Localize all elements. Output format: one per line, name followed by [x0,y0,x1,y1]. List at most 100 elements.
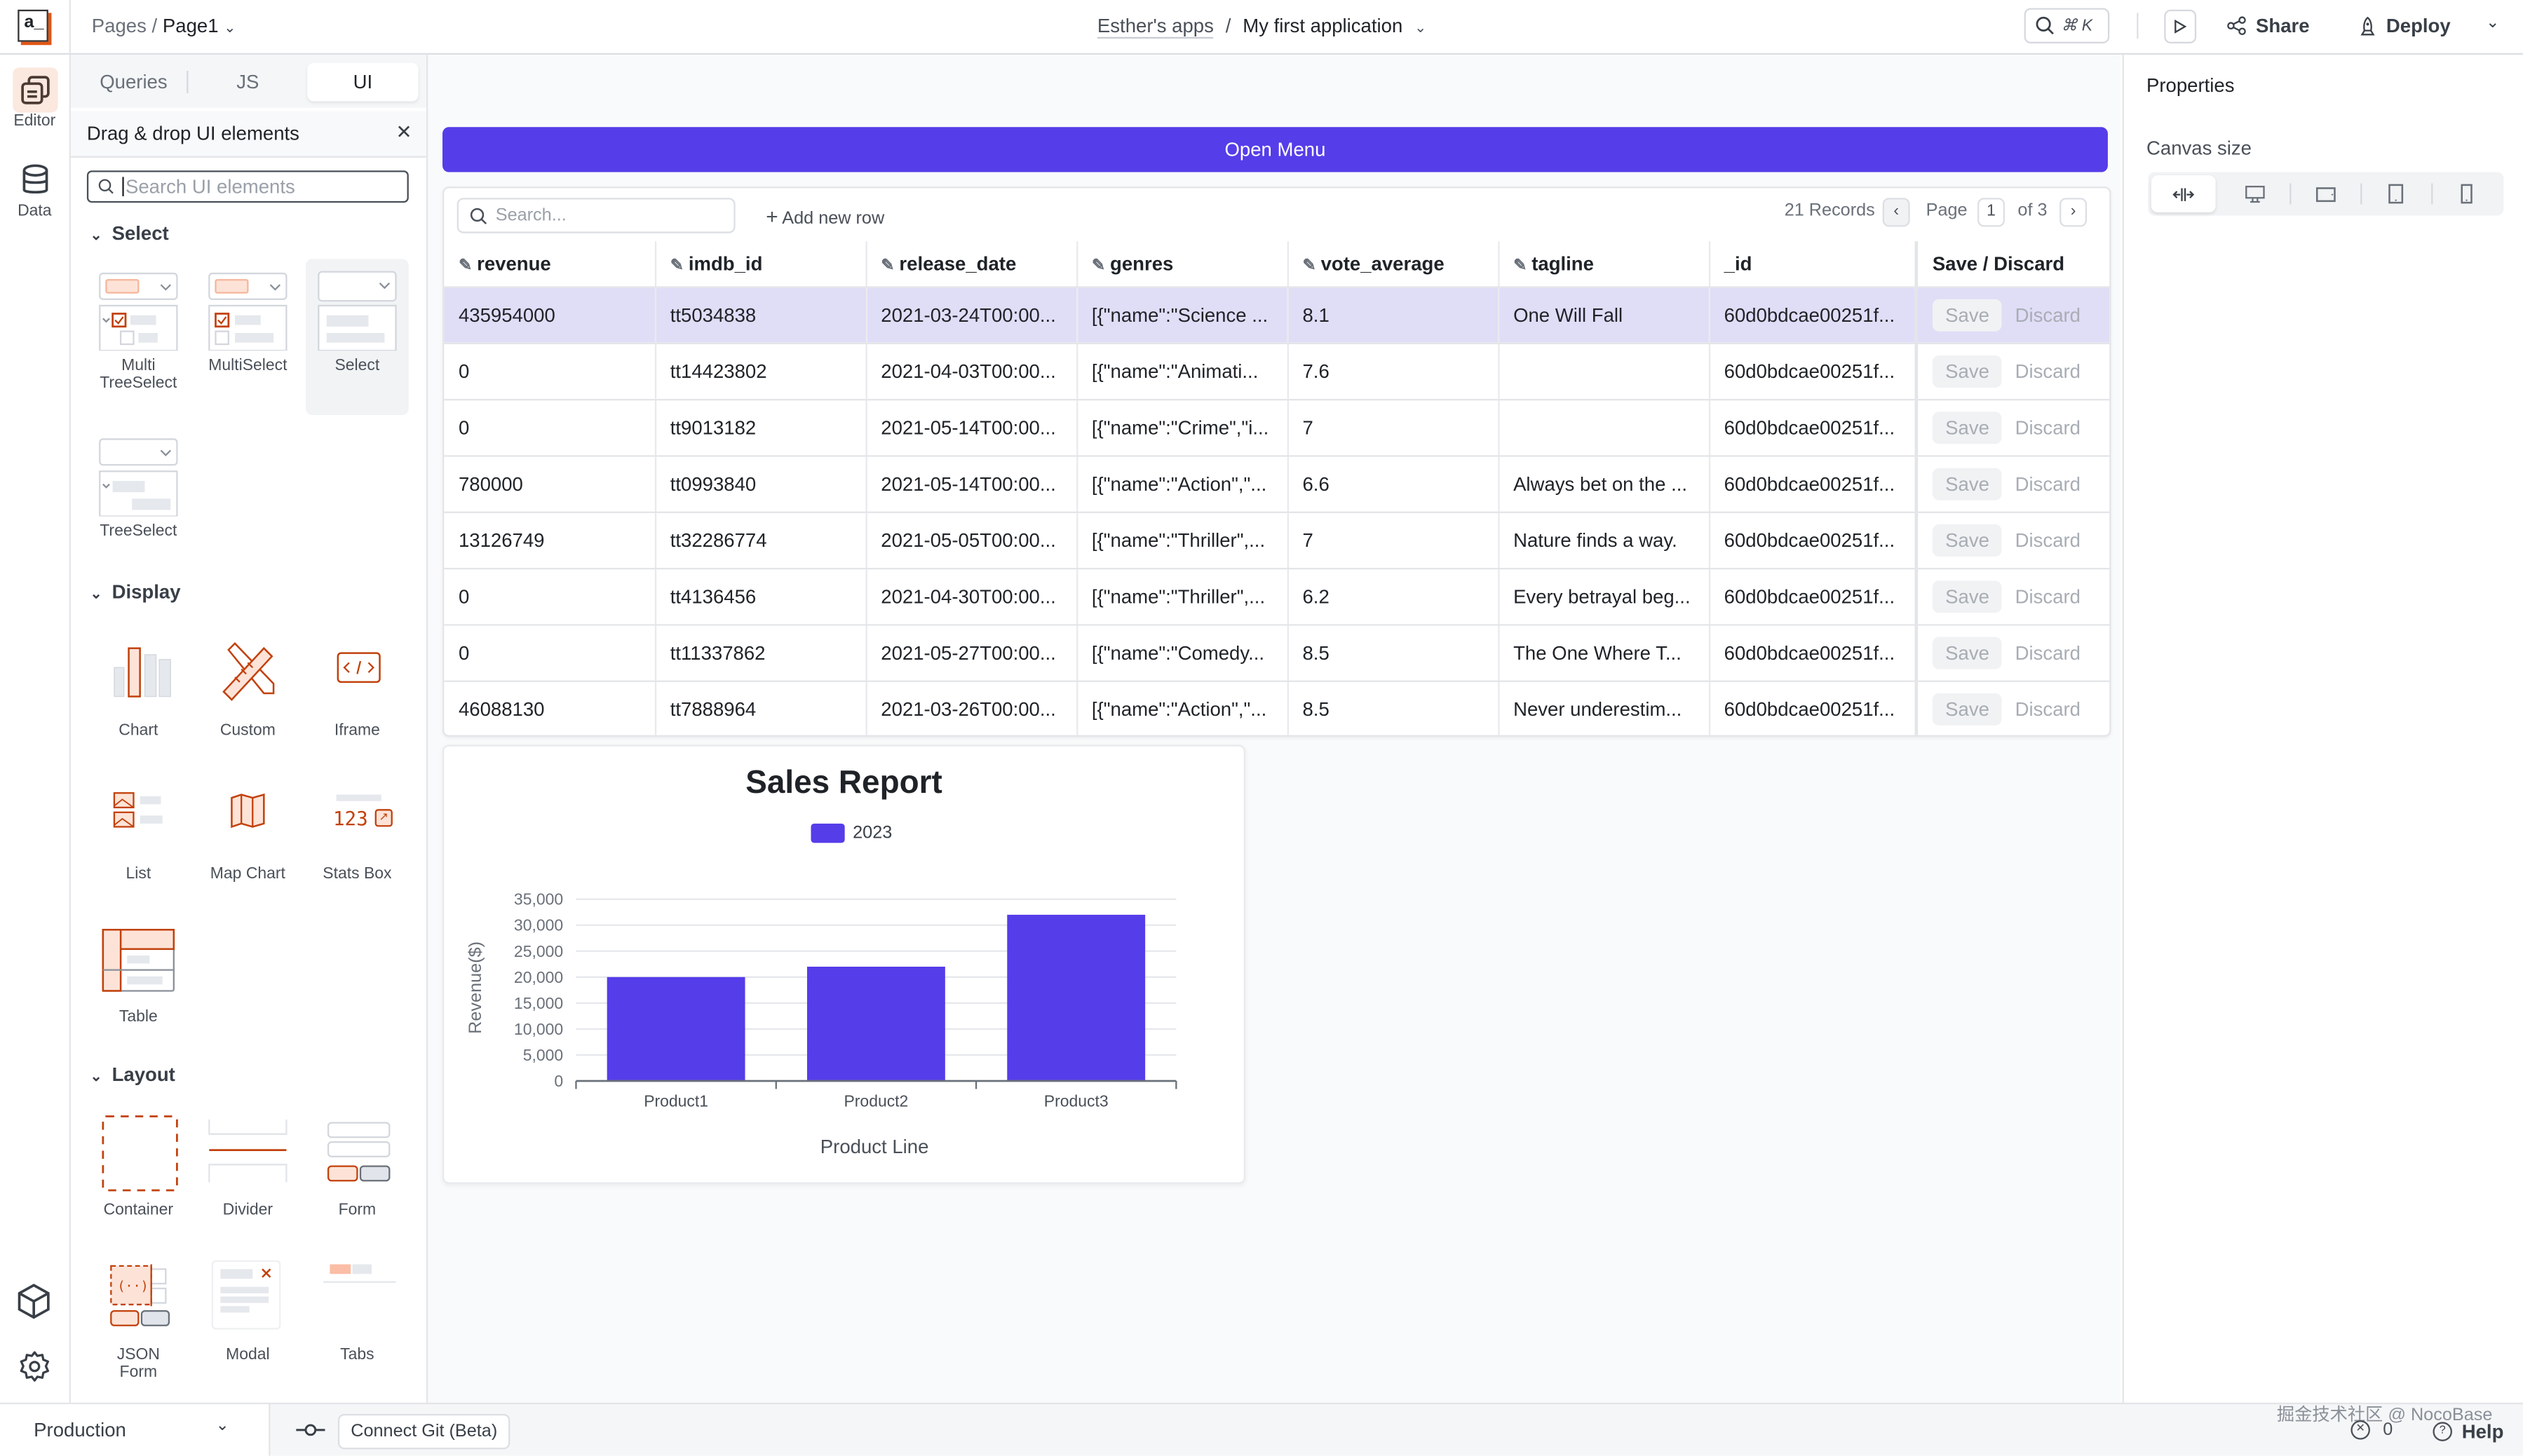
tab-queries[interactable]: Queries [100,70,168,94]
widget-modal[interactable]: Modal [196,1260,299,1364]
table-row[interactable]: 0 tt4136456 2021-04-30T00:00... [{"name":"T… [444,569,2110,626]
rail-item-data[interactable]: Data [0,158,69,220]
share-button[interactable]: Share [2227,15,2310,37]
chevron-down-icon[interactable]: ⌄ [224,19,236,36]
cell-tagline[interactable]: Always bet on the ... [1498,456,1710,513]
cell-genres[interactable]: [{"name":"Animati... [1076,343,1288,401]
cell-vote-average[interactable]: 7.6 [1287,343,1499,401]
widget-table[interactable]: Table [87,922,190,1026]
widget-multi-treeselect[interactable]: Multi TreeSelect [87,270,190,393]
save-row-button[interactable]: Save [1932,580,2003,613]
discard-row-button[interactable]: Discard [2015,585,2081,608]
next-page-button[interactable]: › [2059,198,2088,227]
widget-map-chart[interactable]: Map Chart [196,779,299,883]
table-row[interactable]: 0 tt14423802 2021-04-03T00:00... [{"name":"… [444,343,2110,401]
discard-row-button[interactable]: Discard [2015,304,2081,327]
cell-imdb-id[interactable]: tt5034838 [654,287,867,345]
cell-tagline[interactable]: Nature finds a way. [1498,512,1710,570]
column-header-tagline[interactable]: ✎ tagline [1498,241,1710,288]
cell-revenue[interactable]: 0 [444,625,656,682]
discard-row-button[interactable]: Discard [2015,472,2081,496]
cell-genres[interactable]: [{"name":"Action","... [1076,456,1288,513]
cell-revenue[interactable]: 435954000 [444,287,656,345]
widget-stats-box[interactable]: 123 ↗ Stats Box [306,779,409,883]
section-select-header[interactable]: ⌄ Select [90,222,168,245]
cell-id[interactable]: 60d0bdcae00251f... [1708,512,1918,570]
discard-row-button[interactable]: Discard [2015,360,2081,383]
cell-release-date[interactable]: 2021-03-24T00:00... [865,287,1078,345]
cell-genres[interactable]: [{"name":"Crime","i... [1076,400,1288,457]
cell-imdb-id[interactable]: tt32286774 [654,512,867,570]
cell-tagline[interactable]: One Will Fall [1498,287,1710,345]
cell-imdb-id[interactable]: tt9013182 [654,400,867,457]
omnibar-search-button[interactable]: ⌘ K [2024,8,2110,43]
cell-vote-average[interactable]: 8.5 [1287,625,1499,682]
tab-js[interactable]: JS [236,70,259,94]
cell-vote-average[interactable]: 7 [1287,512,1499,570]
cell-imdb-id[interactable]: tt11337862 [654,625,867,682]
discard-row-button[interactable]: Discard [2015,698,2081,721]
workspace-link[interactable]: Esther's apps [1097,14,1214,39]
cell-revenue[interactable]: 780000 [444,456,656,513]
table-row[interactable]: 435954000 tt5034838 2021-03-24T00:00... [{"… [444,287,2110,345]
cell-vote-average[interactable]: 7 [1287,400,1499,457]
cell-imdb-id[interactable]: tt14423802 [654,343,867,401]
cell-tagline[interactable] [1498,400,1710,457]
column-header-id[interactable]: _id [1708,241,1918,288]
cell-release-date[interactable]: 2021-05-27T00:00... [865,625,1078,682]
discard-row-button[interactable]: Discard [2015,416,2081,440]
cell-genres[interactable]: [{"name":"Thriller",... [1076,512,1288,570]
cell-tagline[interactable] [1498,343,1710,401]
environment-select[interactable]: Production ⌄ [0,1404,271,1456]
cell-revenue[interactable]: 46088130 [444,681,656,735]
cell-id[interactable]: 60d0bdcae00251f... [1708,569,1918,626]
deploy-menu-chevron-icon[interactable]: ⌄ [2486,14,2500,32]
table-row[interactable]: 0 tt9013182 2021-05-14T00:00... [{"name":"C… [444,400,2110,457]
column-header-vote-average[interactable]: ✎ vote_average [1287,241,1499,288]
help-button[interactable]: ? Help [2433,1420,2503,1443]
cell-id[interactable]: 60d0bdcae00251f... [1708,625,1918,682]
section-display-header[interactable]: ⌄ Display [90,580,180,603]
cell-genres[interactable]: [{"name":"Comedy... [1076,625,1288,682]
cell-vote-average[interactable]: 8.5 [1287,681,1499,735]
cell-id[interactable]: 60d0bdcae00251f... [1708,400,1918,457]
cell-imdb-id[interactable]: tt0993840 [654,456,867,513]
canvas-size-desktop[interactable] [2222,175,2287,212]
rail-item-editor[interactable]: Editor [0,67,69,130]
widget-select[interactable]: Select [305,259,409,416]
cell-id[interactable]: 60d0bdcae00251f... [1708,287,1918,345]
column-header-release-date[interactable]: ✎ release_date [865,241,1078,288]
cell-id[interactable]: 60d0bdcae00251f... [1708,681,1918,735]
page-breadcrumb[interactable]: Pages / Page1 ⌄ [92,15,236,37]
page-number-input[interactable]: 1 [1977,198,2005,227]
cell-id[interactable]: 60d0bdcae00251f... [1708,343,1918,401]
widget-container[interactable]: Container [87,1115,190,1219]
cell-genres[interactable]: [{"name":"Science ... [1076,287,1288,345]
cell-tagline[interactable]: The One Where T... [1498,625,1710,682]
open-menu-button[interactable]: Open Menu [442,127,2108,172]
widget-list[interactable]: List [87,779,190,883]
canvas-size-mobile[interactable] [2435,175,2499,212]
app-logo[interactable]: a_ [18,9,48,42]
chevron-down-icon[interactable]: ⌄ [1414,19,1427,36]
discard-row-button[interactable]: Discard [2015,529,2081,552]
cell-revenue[interactable]: 0 [444,400,656,457]
save-row-button[interactable]: Save [1932,355,2003,388]
errors-indicator[interactable]: ✕ 0 [2350,1420,2393,1440]
save-row-button[interactable]: Save [1932,524,2003,557]
cell-revenue[interactable]: 0 [444,569,656,626]
app-name[interactable]: My first application [1243,14,1403,37]
cell-vote-average[interactable]: 8.1 [1287,287,1499,345]
bar[interactable] [806,966,945,1081]
save-row-button[interactable]: Save [1932,299,2003,332]
save-row-button[interactable]: Save [1932,468,2003,501]
save-row-button[interactable]: Save [1932,637,2003,669]
add-new-row-button[interactable]: + Add new row [766,204,884,228]
bar[interactable] [1007,914,1146,1081]
cell-revenue[interactable]: 0 [444,343,656,401]
canvas[interactable]: Open Menu Search... + Add new row 21 Rec… [428,55,2121,1403]
table-row[interactable]: 780000 tt0993840 2021-05-14T00:00... [{"nam… [444,456,2110,513]
deploy-button[interactable]: Deploy [2359,15,2451,37]
bar[interactable] [607,977,745,1081]
cell-vote-average[interactable]: 6.2 [1287,569,1499,626]
